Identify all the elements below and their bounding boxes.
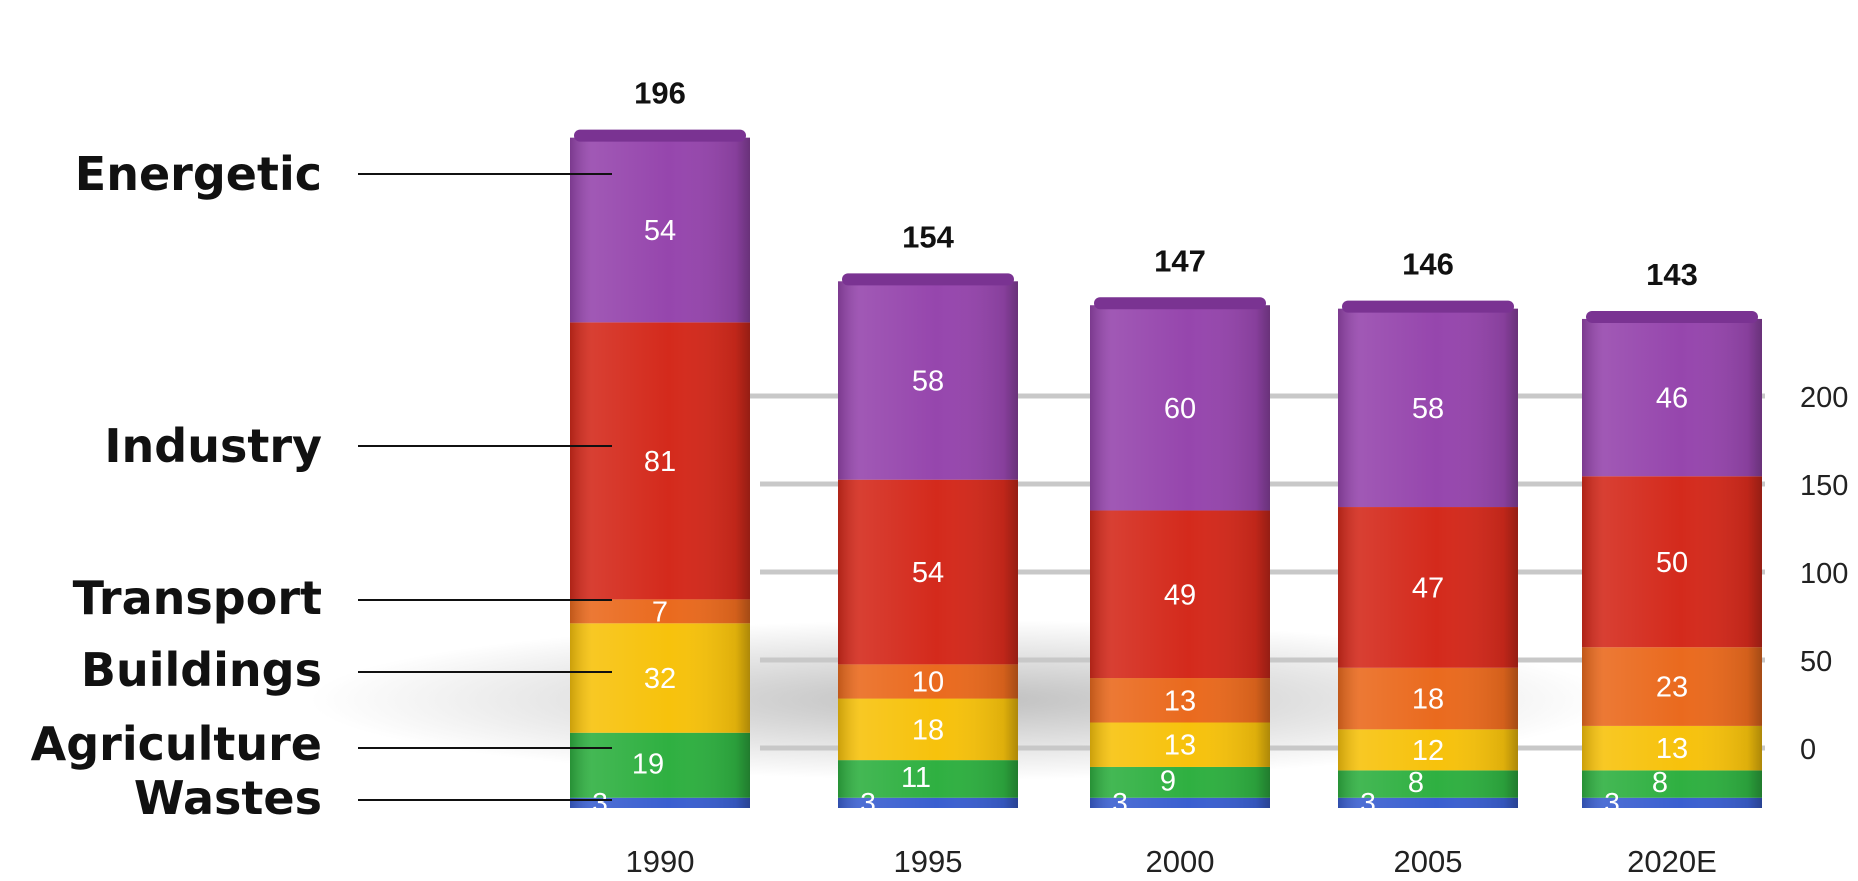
bar-top-cap	[574, 129, 746, 142]
bar-segment-shading	[570, 732, 750, 798]
segment-value-label: 3	[1360, 787, 1376, 818]
y-tick-label: 100	[1800, 558, 1848, 590]
bar-2005: 3 812 18 47 58 146	[1338, 247, 1518, 818]
segment-value-label: 54	[912, 557, 944, 589]
segment-value-label: 23	[1656, 672, 1688, 704]
bar-1995: 3 11 18 10 54 58 154	[838, 219, 1018, 818]
segment-value-label: 46	[1656, 383, 1688, 415]
segment-value-label: 13	[1164, 685, 1196, 717]
x-category-label: 1990	[626, 844, 695, 879]
x-category-label: 2005	[1394, 844, 1463, 879]
bar-segment-shading	[570, 797, 750, 808]
bar-segment-shading	[1338, 770, 1518, 798]
bar-segment-shading	[1338, 308, 1518, 508]
segment-value-label: 19	[632, 748, 664, 780]
bar-segment-shading	[570, 599, 750, 624]
segment-value-label: 58	[1412, 393, 1444, 425]
segment-value-label: 81	[644, 446, 676, 478]
segment-value-label: 7	[652, 596, 668, 628]
legend: Energetic Industry Transport Buildings Agric…	[31, 147, 612, 825]
y-tick-label: 0	[1800, 734, 1816, 766]
bar-segment-shading	[1582, 476, 1762, 648]
bar-segment-shading	[1338, 667, 1518, 730]
bar-segment-shading	[1338, 797, 1518, 808]
bar-top-cap	[1342, 300, 1514, 313]
segment-value-label: 58	[912, 366, 944, 398]
segment-value-label: 50	[1656, 547, 1688, 579]
bars: 3193278154196311181054581543913134960147…	[570, 76, 1762, 818]
x-category-label: 2020E	[1627, 844, 1717, 879]
bar-1990: 3 19 32 7 81 54 196	[570, 76, 750, 818]
legend-label-agriculture: Agriculture	[31, 717, 322, 771]
bar-segment-shading	[1338, 729, 1518, 771]
bar-segment-shading	[570, 322, 750, 600]
segment-value-label: 18	[1412, 684, 1444, 716]
bar-segment-shading	[1582, 318, 1762, 477]
segment-value-label: 3	[860, 787, 876, 818]
bar-segment-shading	[838, 664, 1018, 699]
bar-segment-shading	[1090, 678, 1270, 723]
x-axis-labels: 1990 1995 2000 2005 2020E	[626, 844, 1717, 879]
y-tick-label: 200	[1800, 382, 1848, 414]
segment-value-label: 13	[1656, 733, 1688, 765]
bar-segment-shading	[1582, 797, 1762, 808]
segment-value-label: 8	[1652, 767, 1668, 799]
x-category-label: 1995	[894, 844, 963, 879]
bar-segment-shading	[570, 623, 750, 733]
segment-value-label: 8	[1408, 767, 1424, 799]
bar-segment-shading	[1338, 507, 1518, 668]
segment-value-label: 3	[1604, 787, 1620, 818]
legend-label-energetic: Energetic	[75, 147, 322, 201]
legend-label-wastes: Wastes	[134, 771, 322, 825]
segment-value-label: 10	[912, 666, 944, 698]
segment-value-label: 60	[1164, 393, 1196, 425]
bar-segment-shading	[1090, 766, 1270, 798]
bar-total-label: 146	[1402, 247, 1454, 282]
segment-value-label: 18	[912, 714, 944, 746]
segment-value-label: 3	[1112, 787, 1128, 818]
segment-value-label: 49	[1164, 579, 1196, 611]
bar-segment-shading	[1090, 510, 1270, 679]
bar-segment-shading	[570, 137, 750, 323]
bar-segment-shading	[838, 281, 1018, 480]
bar-segment-shading	[838, 797, 1018, 808]
bar-segment-shading	[838, 479, 1018, 665]
bar-total-label: 154	[902, 219, 954, 254]
segment-value-label: 32	[644, 663, 676, 695]
segment-value-label: 3	[592, 787, 608, 818]
bar-segment-shading	[838, 760, 1018, 798]
legend-label-industry: Industry	[104, 419, 322, 473]
segment-value-label: 54	[644, 215, 676, 247]
bar-total-label: 143	[1646, 257, 1698, 292]
bar-segment-shading	[1090, 305, 1270, 511]
y-tick-label: 150	[1800, 470, 1848, 502]
bar-2020E: 3 813 23 50 46 143	[1582, 257, 1762, 818]
bar-segment-shading	[1090, 722, 1270, 767]
bar-top-cap	[1094, 297, 1266, 310]
y-tick-label: 50	[1800, 646, 1832, 678]
segment-value-label: 13	[1164, 730, 1196, 762]
legend-label-buildings: Buildings	[81, 643, 322, 697]
bar-segment-shading	[1582, 647, 1762, 726]
bar-total-label: 147	[1154, 243, 1206, 278]
segment-value-label: 9	[1160, 765, 1176, 797]
bar-segment-shading	[1582, 770, 1762, 798]
legend-label-transport: Transport	[73, 571, 322, 625]
bar-segment-shading	[1582, 725, 1762, 771]
bar-total-label: 196	[634, 76, 686, 111]
segment-value-label: 12	[1412, 735, 1444, 767]
bar-top-cap	[1586, 310, 1758, 323]
bar-segment-shading	[1090, 797, 1270, 808]
x-category-label: 2000	[1146, 844, 1215, 879]
segment-value-label: 47	[1412, 572, 1444, 604]
bar-top-cap	[842, 273, 1014, 286]
bar-segment-shading	[838, 698, 1018, 761]
y-axis-ticks: 0 50 100 150 200	[1800, 382, 1848, 766]
segment-value-label: 11	[901, 762, 931, 794]
